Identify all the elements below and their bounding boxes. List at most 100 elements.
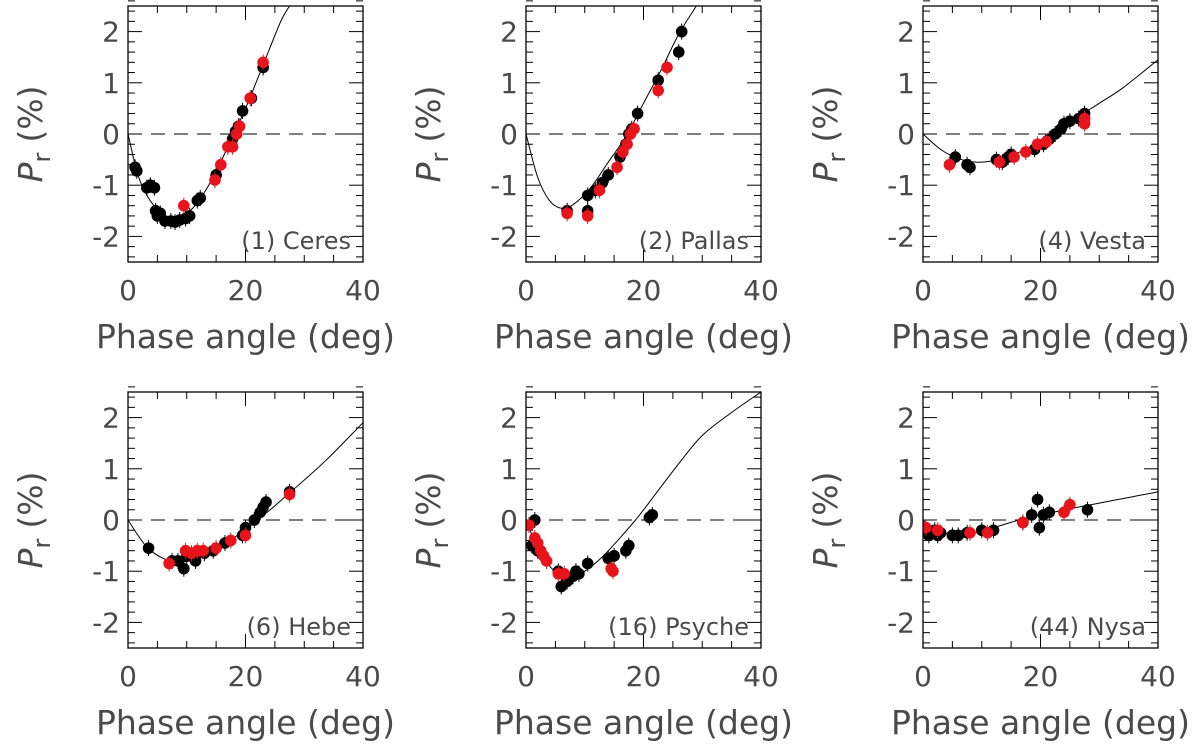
black-series [561, 23, 688, 219]
x-tick-label: 0 [517, 660, 535, 693]
y-tick-label: 1 [897, 67, 915, 100]
red-data-point [233, 120, 246, 133]
y-tick-label: 2 [500, 402, 518, 435]
y-tick-label: -2 [887, 220, 915, 253]
red-data-point [197, 544, 209, 557]
y-tick-label: 1 [102, 67, 120, 100]
red-data-point [210, 542, 222, 554]
y-axis-label-subscript: r [823, 153, 851, 163]
black-data-point [142, 542, 155, 554]
red-data-point [993, 156, 1006, 168]
x-tick-label: 40 [1140, 660, 1176, 693]
x-tick-label: 0 [914, 660, 932, 693]
x-tick-label: 20 [626, 274, 662, 307]
model-curve [526, 392, 761, 578]
y-tick-label: 1 [500, 453, 518, 486]
y-axis-label: Pr (%) [11, 86, 56, 183]
y-tick-label: 1 [897, 453, 915, 486]
y-tick-label: -2 [490, 220, 518, 253]
plot-frame [922, 391, 1159, 649]
black-data-point [952, 529, 965, 542]
x-tick-label: 20 [228, 274, 264, 307]
y-tick-label: 2 [102, 16, 120, 49]
y-axis-label-unit: (%) [11, 86, 50, 143]
red-data-point [621, 138, 633, 151]
red-data-point [593, 184, 606, 197]
red-data-point [923, 521, 932, 534]
y-tick-label: 2 [500, 16, 518, 49]
red-data-point [209, 174, 221, 186]
x-axis-label: Phase angle (deg) [891, 317, 1190, 356]
red-data-point [607, 565, 619, 577]
red-data-point [981, 527, 994, 539]
y-tick-label: -2 [92, 220, 120, 253]
red-data-point [1064, 498, 1076, 511]
x-tick-label: 0 [517, 274, 535, 307]
y-axis-label-symbol: P [11, 548, 50, 568]
panel-1: 0 20 40 2 1 0 -1 -2 Phase angle (deg) Pr (%) (1) Ce… [11, 0, 395, 356]
y-tick-label: -2 [887, 606, 915, 639]
red-data-point [1040, 135, 1053, 148]
panel-5: 0 20 40 2 1 0 -1 -2 Phase angle (deg) Pr (%) (16) P… [409, 386, 793, 742]
red-data-point [931, 524, 944, 537]
y-tick-label: -1 [92, 555, 120, 588]
red-series [178, 54, 269, 214]
y-tick-label: -1 [490, 555, 518, 588]
black-data-point [178, 562, 190, 575]
black-data-point [1081, 503, 1094, 516]
red-series [943, 110, 1091, 173]
x-axis-label: Phase angle (deg) [891, 703, 1190, 742]
y-axis-label: Pr (%) [806, 472, 851, 569]
y-axis-label-subscript: r [426, 539, 454, 549]
red-data-point [943, 158, 956, 171]
black-data-point [1025, 509, 1038, 521]
y-axis-label-unit: (%) [11, 472, 50, 529]
x-axis-label: Phase angle (deg) [96, 317, 395, 356]
red-data-point [964, 527, 976, 539]
x-tick-label: 40 [345, 660, 381, 693]
y-axis-label-subscript: r [28, 153, 56, 163]
black-series [129, 59, 269, 231]
red-data-point [257, 56, 269, 69]
y-axis-label-unit: (%) [409, 472, 448, 529]
black-data-point [623, 539, 635, 552]
black-data-point [573, 567, 585, 580]
y-tick-label: 0 [102, 118, 120, 151]
y-axis-label-unit: (%) [806, 472, 845, 529]
black-data-point [1031, 493, 1044, 506]
y-tick-label: 0 [500, 504, 518, 537]
black-data-point [675, 25, 688, 38]
y-axis-label-symbol: P [409, 548, 448, 568]
y-tick-label: 0 [102, 504, 120, 537]
red-data-point [611, 161, 623, 174]
red-series [163, 486, 296, 572]
red-data-point [558, 567, 570, 580]
x-tick-label: 40 [743, 274, 779, 307]
y-axis-label-symbol: P [806, 162, 845, 182]
plot-frame [127, 391, 364, 649]
panel-3: 0 20 40 2 1 0 -1 -2 Phase angle (deg) Pr (%) (4) Ve… [806, 0, 1190, 356]
red-data-point [1017, 516, 1029, 529]
panel-label: (44) Nysa [1030, 613, 1146, 641]
x-tick-label: 40 [1140, 274, 1176, 307]
red-series [561, 59, 673, 224]
red-data-point [225, 534, 237, 547]
red-series [923, 496, 1076, 541]
panel-label: (1) Ceres [241, 227, 351, 255]
y-tick-label: 2 [897, 16, 915, 49]
y-tick-label: -1 [92, 169, 120, 202]
y-tick-label: 2 [102, 402, 120, 435]
black-series [923, 491, 1094, 544]
plot-frame [922, 5, 1159, 263]
plot-frame [525, 391, 762, 649]
black-data-point [608, 550, 620, 562]
black-data-point [646, 509, 659, 521]
y-tick-label: 0 [897, 118, 915, 151]
y-tick-label: -2 [490, 606, 518, 639]
red-data-point [239, 529, 252, 542]
x-tick-label: 20 [626, 660, 662, 693]
panel-2: 0 20 40 2 1 0 -1 -2 Phase angle (deg) Pr (%) (2) Pa… [409, 0, 793, 356]
black-data-point [131, 165, 143, 177]
red-data-point [178, 199, 190, 212]
